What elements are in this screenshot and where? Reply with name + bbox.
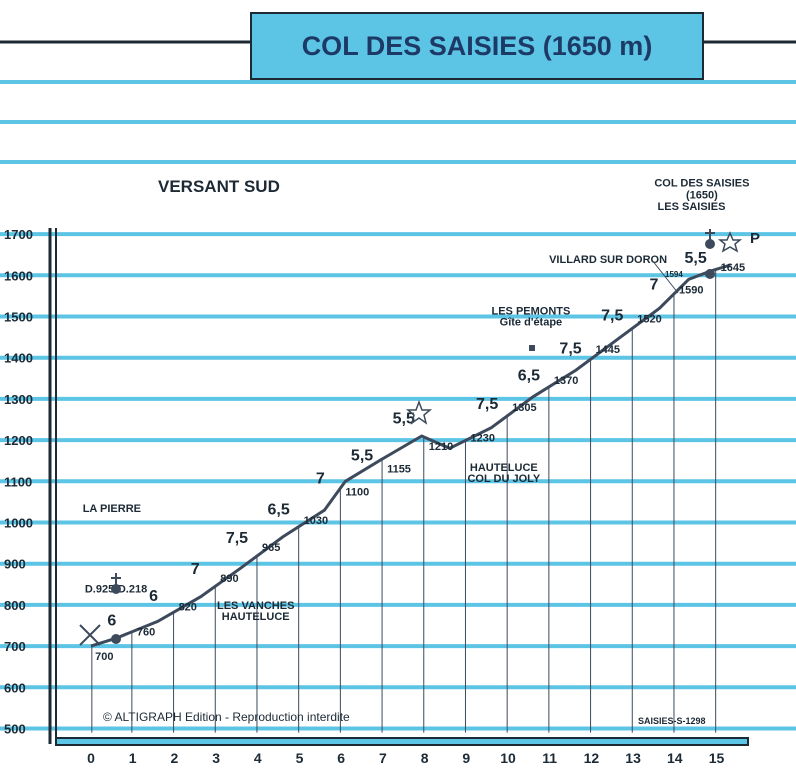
- gradient-label-7: 5,5: [393, 411, 415, 428]
- gradient-label-0: 6: [107, 613, 116, 630]
- x-tick-4: 4: [254, 750, 262, 766]
- y-tick-1200: 1200: [4, 433, 33, 448]
- y-tick-800: 800: [4, 598, 26, 613]
- sub-elevation-label: 1594: [665, 270, 683, 279]
- elevation-profile-line: [90, 263, 731, 648]
- elevation-label-10: 1305: [512, 402, 536, 414]
- elevation-label-14: 1590: [679, 284, 703, 296]
- drop-lines: [91, 269, 717, 733]
- elevation-label-5: 1030: [304, 515, 328, 527]
- x-axis-bar: [55, 737, 749, 746]
- y-tick-700: 700: [4, 639, 26, 654]
- subtitle: VERSANT SUD: [158, 177, 280, 196]
- chapel-icon: [111, 573, 121, 594]
- x-tick-0: 0: [87, 750, 95, 766]
- x-tick-13: 13: [625, 750, 641, 766]
- x-tick-8: 8: [421, 750, 429, 766]
- junction-cross-icon: [79, 624, 101, 646]
- place-label-4: HAUTELUCE: [470, 462, 538, 474]
- place-label-6: LES PEMONTS: [492, 305, 571, 317]
- y-tick-500: 500: [4, 722, 26, 737]
- place-label-3: HAUTELUCE: [222, 611, 290, 623]
- x-tick-7: 7: [379, 750, 387, 766]
- gite-marker: [529, 345, 535, 351]
- elevation-label-3: 890: [220, 573, 238, 585]
- y-tick-1400: 1400: [4, 351, 33, 366]
- gradient-label-5: 7: [316, 470, 325, 487]
- elevation-label-13: 1520: [637, 313, 661, 325]
- elevation-labels: 700 760 820 890 965 1030 1100 1155 1210 1230 1305 1…: [95, 262, 745, 663]
- x-tick-5: 5: [296, 750, 304, 766]
- x-tick-2: 2: [171, 750, 179, 766]
- viewpoint-star-icon: [405, 399, 433, 425]
- elevation-label-4: 965: [262, 542, 280, 554]
- x-tick-15: 15: [709, 750, 725, 766]
- elevation-label-9: 1230: [470, 433, 494, 445]
- gradient-label-1: 6: [149, 588, 158, 605]
- chart-title: COL DES SAISIES (1650 m): [250, 12, 704, 80]
- elevation-label-2: 820: [179, 602, 197, 614]
- gradient-label-9: 6,5: [518, 367, 540, 384]
- parking-label: P: [750, 230, 760, 247]
- code-text: SAISIES-S-1298: [638, 716, 706, 726]
- place-label-8: VILLARD SUR DORON: [549, 254, 667, 266]
- elevation-label-1: 760: [137, 626, 155, 638]
- y-tick-1000: 1000: [4, 516, 33, 531]
- elevation-label-8: 1210: [429, 441, 453, 453]
- elevation-label-7: 1155: [387, 464, 411, 476]
- gradient-labels: 6 6 7 7,5 6,5 7 5,5 5,5 7,5 6,5 7,5 7,5 7 5,5: [107, 250, 706, 630]
- elevation-label-6: 1100: [345, 486, 369, 498]
- place-label-5: COL DU JOLY: [467, 473, 540, 485]
- place-label-9: COL DES SAISIES: [654, 178, 749, 190]
- x-tick-labels: 0 1 2 3 4 5 6 7 8 9 10 11 12 13 14 15: [87, 750, 724, 766]
- y-tick-600: 600: [4, 680, 26, 695]
- gradient-label-4: 6,5: [268, 501, 290, 518]
- elevation-label-12: 1445: [596, 344, 620, 356]
- gradient-label-10: 7,5: [559, 341, 581, 358]
- x-tick-11: 11: [542, 750, 557, 766]
- place-label-11: LES SAISIES: [658, 201, 726, 213]
- gradient-label-3: 7,5: [226, 530, 248, 547]
- x-tick-14: 14: [667, 750, 683, 766]
- y-tick-1700: 1700: [4, 227, 33, 242]
- leader-line: [651, 259, 679, 294]
- x-tick-6: 6: [337, 750, 345, 766]
- x-tick-12: 12: [584, 750, 600, 766]
- elevation-label-0: 700: [95, 651, 113, 663]
- y-tick-1100: 1100: [4, 474, 32, 489]
- gradient-label-13: 5,5: [685, 250, 707, 267]
- y-tick-1600: 1600: [4, 268, 33, 283]
- elevation-label-15: 1645: [721, 262, 745, 274]
- x-tick-9: 9: [462, 750, 470, 766]
- summit-chapel-icon: [705, 229, 715, 249]
- y-tick-1300: 1300: [4, 392, 33, 407]
- y-tick-labels: 500 600 700 800 900 1000 1100 1200 1300 1400 1500 1…: [4, 227, 33, 736]
- gradient-label-12: 7: [649, 277, 658, 294]
- gradient-label-2: 7: [191, 561, 200, 578]
- symbols: P 1594: [79, 229, 760, 646]
- place-label-0: LA PIERRE: [83, 503, 141, 515]
- x-tick-10: 10: [500, 750, 516, 766]
- x-tick-1: 1: [129, 750, 137, 766]
- x-tick-3: 3: [212, 750, 220, 766]
- grid-lines: [0, 80, 796, 731]
- place-label-10: (1650): [686, 189, 718, 201]
- place-label-7: Gîte d'étape: [500, 317, 563, 329]
- y-tick-900: 900: [4, 557, 26, 572]
- summit-star-icon: [717, 231, 743, 253]
- gradient-label-11: 7,5: [601, 308, 623, 325]
- start-dot: [111, 634, 121, 644]
- y-tick-1500: 1500: [4, 310, 33, 325]
- gradient-label-8: 7,5: [476, 396, 498, 413]
- elevation-label-11: 1370: [554, 375, 578, 387]
- copyright-text: © ALTIGRAPH Edition - Reproduction inter…: [103, 710, 350, 724]
- gradient-label-6: 5,5: [351, 448, 373, 465]
- place-labels: LA PIERRED.925-D.218LES VANCHESHAUTELUCE…: [83, 178, 750, 623]
- place-label-2: LES VANCHES: [217, 600, 294, 612]
- summit-dot: [705, 269, 715, 279]
